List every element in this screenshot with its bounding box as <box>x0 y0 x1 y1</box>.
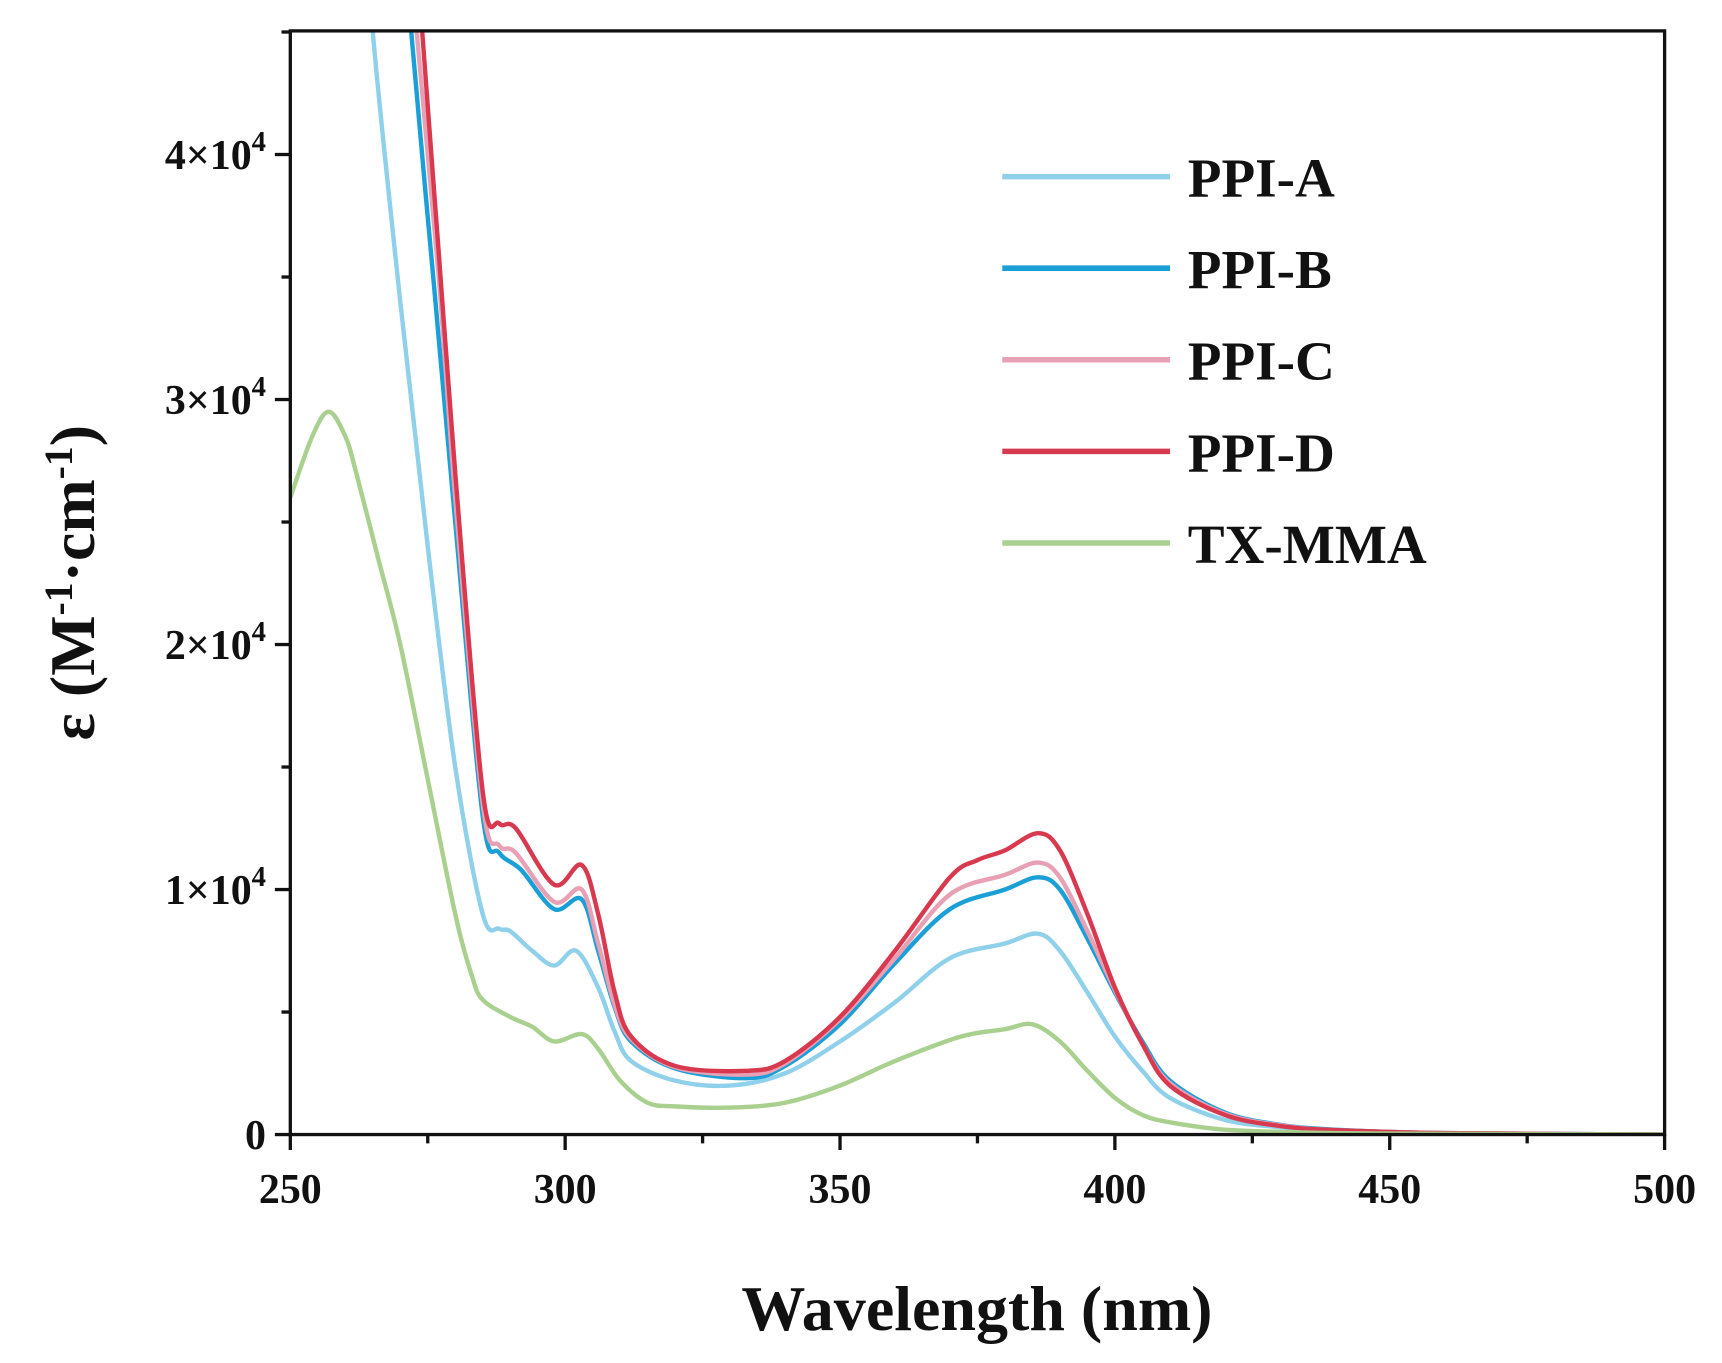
y-tick-label: 0 <box>245 1113 266 1159</box>
series-layer <box>290 30 1665 1135</box>
x-tick-label: 350 <box>809 1167 872 1213</box>
legend-label-ppi-a: PPI-A <box>1188 147 1335 208</box>
series-line-ppi-d <box>419 30 1665 1135</box>
y-tick-label: 3×104 <box>165 371 266 424</box>
series-line-ppi-c <box>414 30 1665 1135</box>
x-tick-label: 500 <box>1633 1167 1696 1213</box>
plot-frame <box>288 29 1667 1137</box>
x-tick-label: 250 <box>259 1167 322 1213</box>
y-tick-label: 2×104 <box>165 616 266 669</box>
legend-label-ppi-b: PPI-B <box>1188 239 1332 300</box>
y-axis-label: ε (M-1·cm-1) <box>37 425 108 741</box>
series-line-ppi-b <box>408 30 1665 1135</box>
x-axis-label: Wavelength (nm) <box>741 1273 1212 1344</box>
series-line-ppi-a <box>370 30 1665 1135</box>
x-tick-label: 400 <box>1083 1167 1146 1213</box>
y-tick-label: 4×104 <box>165 126 266 179</box>
series-line-tx-mma <box>290 409 1665 1135</box>
legend-label-ppi-d: PPI-D <box>1188 422 1335 483</box>
y-tick-label: 1×104 <box>165 861 266 914</box>
legend-label-ppi-c: PPI-C <box>1188 331 1335 392</box>
x-tick-label: 300 <box>534 1167 597 1213</box>
ticks-layer: 250 300 350 400 450 500 0 1×104 2×104 3×104 4×104 <box>165 30 1696 1213</box>
legend-label-tx-mma: TX-MMA <box>1188 514 1427 575</box>
x-tick-label: 450 <box>1358 1167 1421 1213</box>
legend: PPI-A PPI-B PPI-C PPI-D TX-MMA <box>1002 147 1427 575</box>
